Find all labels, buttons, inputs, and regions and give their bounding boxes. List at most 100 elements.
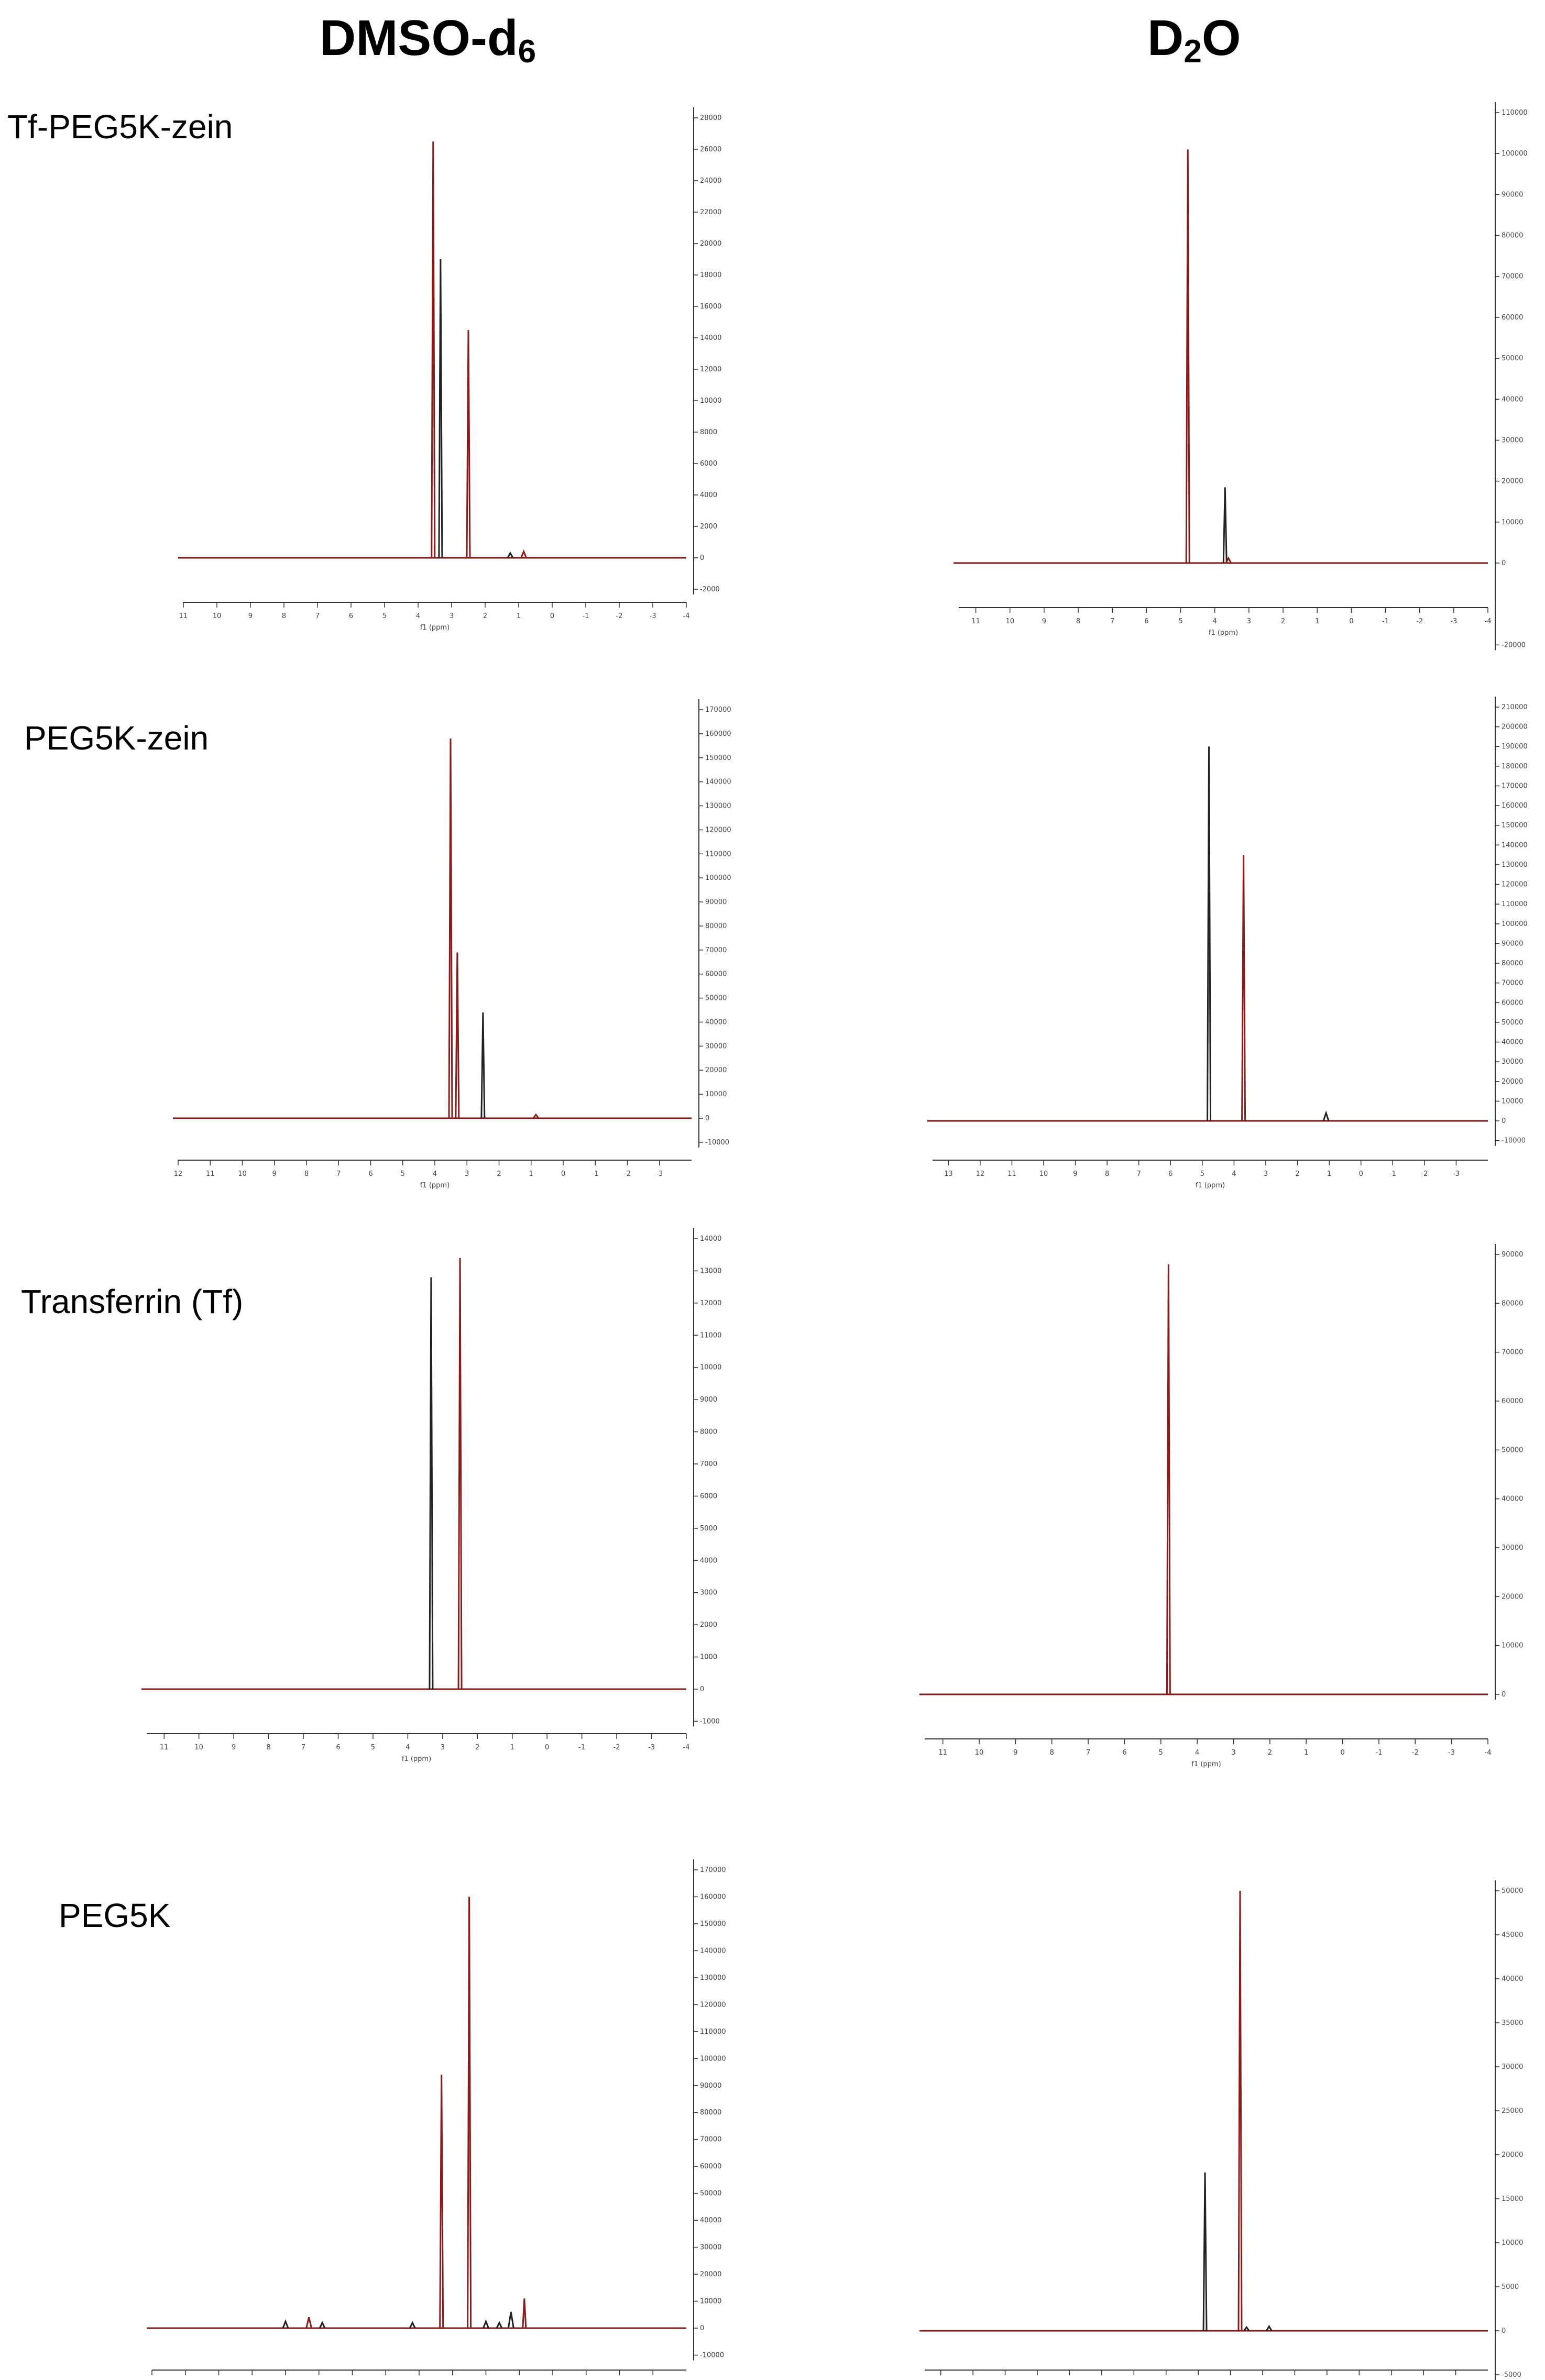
y-tick-label: 10000 (705, 1090, 727, 1098)
y-tick-label: -1000 (700, 1717, 720, 1725)
y-tick-label: 4000 (700, 491, 717, 499)
y-tick-label: 0 (700, 554, 704, 562)
d2o-header-d: D (1147, 10, 1184, 66)
x-tick-label: 3 (1264, 1170, 1268, 1178)
y-tick-label: -10000 (1502, 1137, 1526, 1145)
peak-0 (431, 141, 436, 558)
y-tick-label: 40000 (705, 1018, 727, 1026)
y-tick-label: 30000 (1502, 1058, 1523, 1066)
peak-6 (483, 2319, 489, 2329)
x-tick-label: 10 (975, 1749, 984, 1757)
y-tick-label: 90000 (1502, 940, 1523, 947)
y-tick-label: 20000 (1502, 1078, 1523, 1086)
sample-label-peg5k-zein: PEG5K-zein (24, 719, 209, 757)
y-tick-label: 28000 (700, 114, 721, 122)
x-tick-label: -3 (656, 1170, 663, 1178)
y-tick-label: 150000 (705, 754, 731, 762)
y-tick-label: 13000 (700, 1267, 721, 1275)
y-tick-label: 0 (1502, 1691, 1506, 1699)
x-tick-label: 5 (1178, 618, 1182, 625)
y-tick-label: 50000 (1502, 1446, 1523, 1454)
y-tick-label: 180000 (1502, 763, 1528, 770)
y-tick-label: 80000 (705, 922, 727, 930)
x-tick-label: 6 (368, 1170, 372, 1178)
x-tick-label: 8 (266, 1744, 270, 1751)
peak-2 (1322, 1110, 1330, 1121)
y-tick-label: 90000 (705, 898, 727, 906)
y-tick-label: 0 (700, 1685, 704, 1693)
y-tick-label: 130000 (705, 802, 731, 810)
spectrum-panel-4: -100001000200030004000500060007000800090… (141, 1228, 721, 1763)
y-tick-label: 130000 (1502, 861, 1528, 869)
spectrum-panel-5: 0 10000 20000 30000 40000 50000 60000 70000 8000… (919, 1244, 1523, 1768)
y-tick-label: 70000 (1502, 1349, 1523, 1357)
y-tick-label: 100000 (705, 874, 731, 882)
x-tick-label: 3 (441, 1744, 445, 1751)
y-tick-label: 60000 (700, 2163, 721, 2170)
y-tick-label: 60000 (1502, 1397, 1523, 1405)
peak-3 (409, 2321, 416, 2329)
x-tick-label: 2 (475, 1744, 479, 1751)
y-tick-label: -20000 (1502, 641, 1526, 649)
y-tick-label: -10000 (705, 1139, 729, 1147)
peak-2 (480, 1012, 486, 1119)
peak-2 (1225, 556, 1232, 564)
y-tick-label: 30000 (1502, 436, 1523, 444)
x-tick-label: 6 (1144, 618, 1148, 625)
x-tick-label: -4 (1485, 1749, 1492, 1757)
x-tick-label: -3 (1453, 1170, 1460, 1178)
y-tick-label: 10000 (1502, 2239, 1523, 2247)
x-tick-label: 10 (213, 612, 222, 620)
y-tick-label: 110000 (1502, 900, 1528, 908)
x-tick-label: 0 (561, 1170, 565, 1178)
sample-label-tf-peg5k-zein: Tf-PEG5K-zein (7, 108, 233, 146)
y-tick-label: 10000 (700, 1364, 721, 1372)
x-tick-label: 0 (550, 612, 554, 620)
x-tick-label: 8 (1076, 618, 1080, 625)
y-tick-label: 50000 (1502, 355, 1523, 362)
x-tick-label: 2 (1295, 1170, 1299, 1178)
x-tick-label: 8 (304, 1170, 309, 1178)
y-tick-label: 6000 (700, 460, 717, 468)
x-tick-label: -3 (1450, 618, 1457, 625)
x-axis-title: f1 (ppm) (402, 1755, 431, 1763)
y-tick-label: 0 (700, 2324, 704, 2332)
y-tick-label: 40000 (1502, 1495, 1523, 1503)
y-tick-label: 10000 (1502, 519, 1523, 526)
x-tick-label: 8 (1105, 1170, 1109, 1178)
y-tick-label: 11000 (700, 1331, 721, 1339)
x-tick-label: 9 (1013, 1749, 1017, 1757)
y-tick-label: 0 (1502, 1117, 1506, 1125)
x-axis-title: f1 (ppm) (420, 624, 450, 632)
y-tick-label: 70000 (705, 946, 727, 954)
x-tick-label: 10 (194, 1744, 203, 1751)
sample-label-peg5k: PEG5K (59, 1897, 171, 1934)
y-tick-label: 15000 (1502, 2195, 1523, 2203)
y-tick-label: 5000 (700, 1525, 717, 1533)
peak-3 (1266, 2324, 1273, 2331)
column-header-dmso: DMSO-d6 (320, 9, 536, 70)
peak-4 (439, 2075, 444, 2329)
dmso-header-main: DMSO-d (320, 10, 518, 66)
y-tick-label: 18000 (700, 271, 721, 279)
y-tick-label: 7000 (700, 1460, 717, 1468)
x-tick-label: 9 (248, 612, 253, 620)
y-tick-label: 20000 (1502, 1593, 1523, 1601)
x-tick-label: 8 (1050, 1749, 1054, 1757)
y-tick-label: 14000 (700, 334, 721, 342)
x-tick-label: 4 (406, 1744, 410, 1751)
y-tick-label: 190000 (1502, 743, 1528, 751)
peak-1 (457, 1258, 463, 1690)
y-tick-label: 80000 (1502, 232, 1523, 240)
x-tick-label: 5 (401, 1170, 405, 1178)
x-tick-label: 3 (465, 1170, 469, 1178)
d2o-header-subscript: 2 (1184, 34, 1202, 70)
x-tick-label: 5 (1159, 1749, 1163, 1757)
x-tick-label: 7 (1110, 618, 1114, 625)
sample-label-transferrin: Transferrin (Tf) (21, 1283, 244, 1320)
x-tick-label: -4 (683, 1744, 690, 1751)
peak-0 (1207, 746, 1212, 1121)
y-tick-label: 60000 (1502, 314, 1523, 322)
x-tick-label: -3 (1448, 1749, 1455, 1757)
